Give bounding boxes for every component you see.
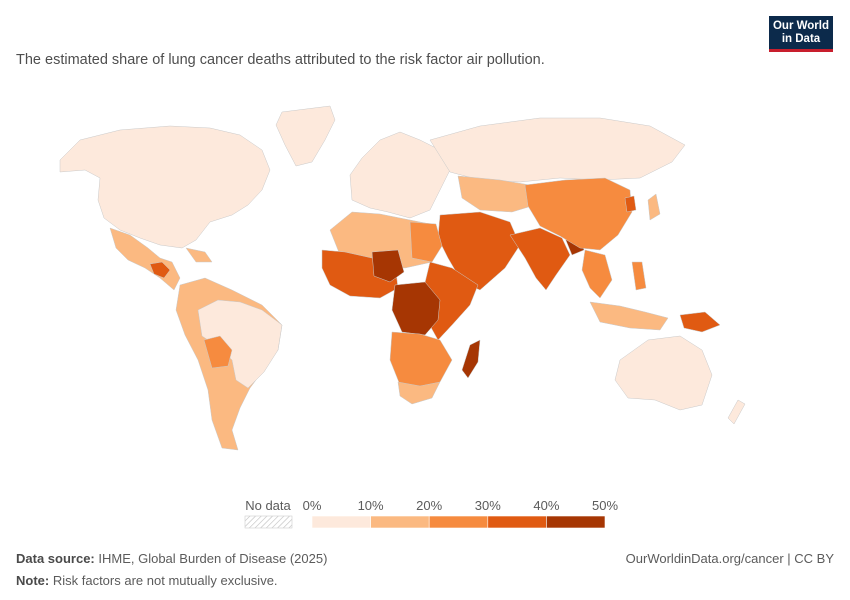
legend-no-data-swatch[interactable]: [244, 515, 293, 529]
note-text: Risk factors are not mutually exclusive.: [52, 573, 278, 588]
region-north-korea[interactable]: [624, 195, 637, 213]
region-russia[interactable]: [429, 117, 686, 183]
region-guatemala[interactable]: [149, 261, 171, 279]
source-block: Data source: IHME, Global Burden of Dise…: [16, 551, 327, 566]
region-niger[interactable]: [371, 249, 405, 283]
legend-tick-label: 50%: [592, 498, 618, 513]
legend-bin-2[interactable]: [428, 515, 489, 529]
region-greenland[interactable]: [275, 105, 336, 167]
source-text[interactable]: IHME, Global Burden of Disease (2025): [98, 551, 328, 566]
legend-tick-label: 20%: [416, 498, 442, 513]
logo-line-1: Our World: [772, 19, 829, 32]
region-madagascar[interactable]: [461, 339, 481, 379]
legend-bin-1[interactable]: [370, 515, 430, 529]
legend-tick-label: 40%: [533, 498, 559, 513]
world-map-svg: [59, 105, 746, 451]
region-indonesia[interactable]: [589, 301, 669, 331]
world-map: [0, 90, 850, 470]
region-egypt[interactable]: [409, 221, 443, 263]
region-philippines[interactable]: [631, 261, 647, 291]
region-southeast-asia[interactable]: [581, 249, 613, 299]
note-label: Note:: [16, 573, 50, 588]
region-australia[interactable]: [614, 335, 713, 411]
chart-subtitle: The estimated share of lung cancer death…: [16, 52, 545, 68]
owid-logo[interactable]: Our World in Data: [769, 16, 833, 52]
legend-bin-3[interactable]: [487, 515, 547, 529]
legend-tick-label: 0%: [303, 498, 322, 513]
legend-tick-label: 10%: [358, 498, 384, 513]
legend-bin-4[interactable]: [546, 515, 606, 529]
map-legend: No data 0% 10% 20% 30% 40% 50%: [0, 494, 850, 534]
chart-footer: Data source: IHME, Global Burden of Dise…: [16, 548, 834, 592]
legend-no-data-label: No data: [245, 498, 291, 513]
region-india[interactable]: [509, 227, 571, 291]
legend-tick-label: 30%: [475, 498, 501, 513]
logo-line-2: in Data: [781, 32, 821, 45]
region-japan[interactable]: [647, 193, 661, 221]
region-new-zealand[interactable]: [727, 399, 746, 425]
region-bolivia[interactable]: [203, 335, 233, 369]
license-link[interactable]: OurWorldinData.org/cancer | CC BY: [625, 551, 834, 566]
region-central-africa[interactable]: [391, 281, 441, 336]
region-china[interactable]: [524, 177, 633, 251]
region-caribbean[interactable]: [185, 247, 213, 263]
region-southern-africa[interactable]: [389, 331, 453, 391]
region-middle-east[interactable]: [437, 211, 521, 291]
legend-bin-0[interactable]: [311, 515, 371, 529]
region-europe[interactable]: [349, 131, 451, 219]
region-central-asia[interactable]: [457, 175, 536, 213]
region-papua-new-guinea[interactable]: [679, 311, 721, 333]
legend-svg: No data 0% 10% 20% 30% 40% 50%: [244, 498, 618, 529]
region-south-africa[interactable]: [397, 381, 441, 405]
region-north-america[interactable]: [59, 125, 271, 249]
source-label: Data source:: [16, 551, 95, 566]
